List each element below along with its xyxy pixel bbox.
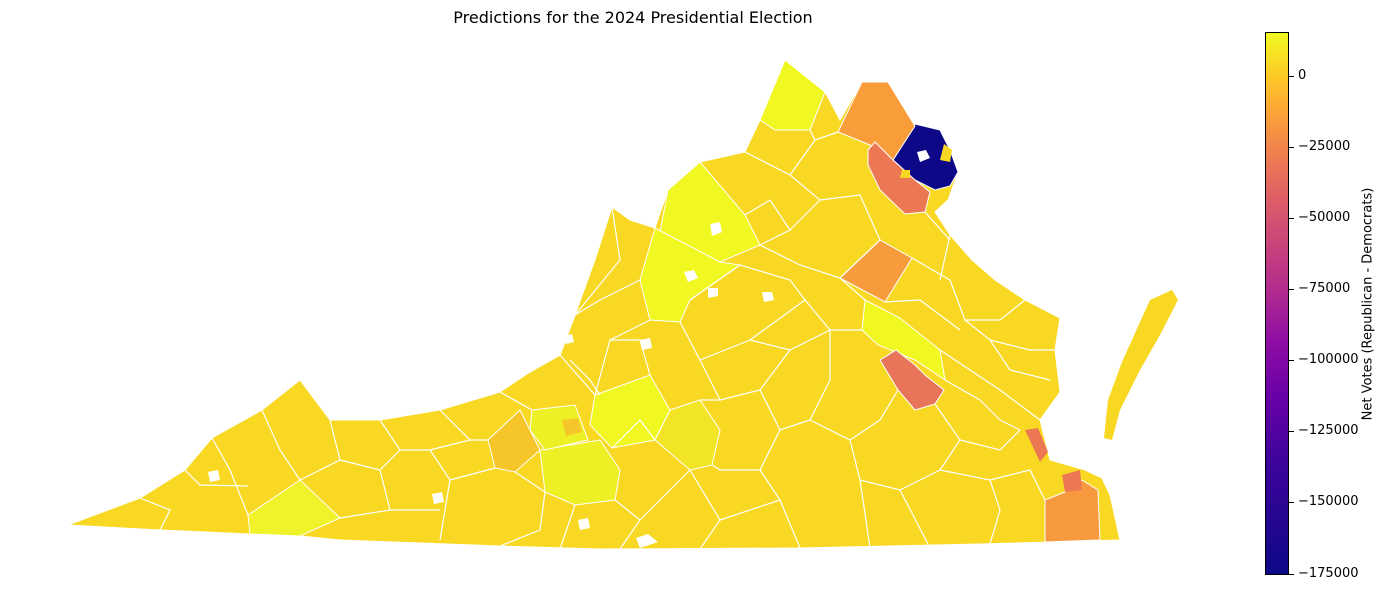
- colorbar-tick-label: −75000: [1298, 281, 1351, 296]
- county-region: [861, 299, 946, 382]
- colorbar-tick: [1289, 502, 1294, 503]
- independent-city: [708, 288, 718, 298]
- county-hampton: [1025, 428, 1048, 462]
- colorbar-tick-label: −175000: [1298, 566, 1359, 581]
- colorbar-tick: [1289, 147, 1294, 148]
- colorbar-tick-label: −150000: [1298, 494, 1359, 509]
- independent-city: [640, 338, 652, 350]
- colorbar-tick: [1289, 360, 1294, 361]
- independent-city: [636, 534, 658, 548]
- eastern-shore: [1104, 290, 1178, 440]
- county-borders: [139, 119, 1055, 550]
- colorbar-tick-label: −50000: [1298, 210, 1351, 225]
- independent-city: [684, 270, 698, 282]
- independent-city: [432, 492, 444, 504]
- independent-city: [917, 150, 930, 162]
- county-region: [759, 59, 826, 131]
- county-region: [487, 409, 541, 473]
- colorbar-tick-label: 0: [1298, 68, 1307, 83]
- independent-city: [208, 470, 220, 482]
- county-region: [247, 479, 341, 537]
- colorbar-tick-label: −100000: [1298, 352, 1359, 367]
- independent-city: [900, 170, 910, 178]
- colorbar-tick-label: −25000: [1298, 139, 1351, 154]
- colorbar-tick: [1289, 289, 1294, 290]
- map-title: Predictions for the 2024 Presidential El…: [453, 8, 813, 27]
- virginia-county-map: [67, 59, 1178, 550]
- colorbar-tick: [1289, 218, 1294, 219]
- county-region: [529, 404, 589, 451]
- independent-city: [578, 518, 590, 530]
- independent-city: [762, 292, 774, 302]
- county-prince-william: [867, 141, 931, 215]
- colorbar: [1265, 32, 1289, 575]
- county-alexandria: [940, 144, 952, 162]
- colorbar-tick-label: −125000: [1298, 423, 1359, 438]
- colorbar-tick: [1289, 76, 1294, 77]
- county-henrico: [879, 349, 945, 411]
- colorbar-tick: [1289, 574, 1294, 575]
- county-norfolk: [1062, 470, 1082, 492]
- independent-city: [710, 222, 722, 236]
- county-loudoun: [837, 81, 916, 161]
- colorbar-tick: [1289, 431, 1294, 432]
- independent-city: [562, 418, 582, 436]
- colorbar-label: Net Votes (Republican - Democrats): [1360, 187, 1376, 421]
